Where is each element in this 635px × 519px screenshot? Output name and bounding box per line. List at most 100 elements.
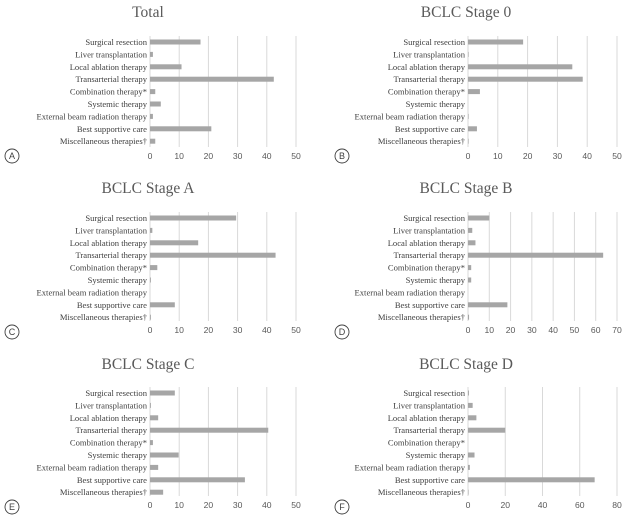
category-label: Miscellaneous therapies†	[60, 136, 148, 146]
category-label: Transarterial therapy	[393, 74, 465, 84]
bar	[468, 477, 595, 483]
x-tick-label: 20	[204, 500, 214, 510]
x-tick-label: 30	[233, 500, 243, 510]
category-label: Liver transplantation	[393, 400, 466, 410]
x-tick-label: 0	[466, 151, 471, 161]
bar	[150, 314, 151, 320]
x-tick-label: 70	[612, 325, 622, 335]
bar	[468, 402, 473, 408]
category-label: Local ablation therapy	[388, 62, 466, 72]
category-label: External beam radiation therapy	[37, 111, 148, 121]
category-label: Liver transplantation	[75, 225, 148, 235]
category-label: Systemic therapy	[88, 450, 148, 460]
bar	[468, 51, 469, 57]
chart-title: BCLC Stage D	[419, 356, 513, 373]
bar	[150, 64, 182, 70]
x-tick-label: 50	[612, 151, 622, 161]
panel-letter: B	[339, 151, 345, 161]
category-label: Best supportive care	[77, 300, 147, 310]
bar	[468, 39, 524, 45]
category-label: Systemic therapy	[88, 99, 148, 109]
bar	[468, 277, 472, 283]
category-label: Best supportive care	[395, 475, 465, 485]
category-label: Surgical resection	[85, 388, 147, 398]
category-label: Local ablation therapy	[388, 238, 466, 248]
bar	[468, 252, 604, 258]
bar	[468, 113, 469, 119]
panel-letter: C	[9, 327, 16, 337]
bar	[468, 427, 506, 433]
category-label: Best supportive care	[395, 124, 465, 134]
panel-letter-circle	[334, 499, 350, 515]
bar	[150, 252, 276, 258]
bar	[468, 227, 473, 233]
x-tick-label: 20	[204, 151, 214, 161]
chart-title: BCLC Stage 0	[421, 4, 512, 21]
x-tick-label: 80	[612, 500, 622, 510]
x-tick-label: 50	[570, 325, 580, 335]
category-label: External beam radiation therapy	[37, 287, 148, 297]
x-tick-label: 40	[262, 325, 272, 335]
chart-title: BCLC Stage B	[419, 180, 512, 197]
category-label: Combination therapy*	[388, 87, 465, 97]
bar	[150, 302, 175, 308]
panel-letter-circle	[334, 148, 350, 164]
x-tick-label: 40	[548, 325, 558, 335]
category-label: Systemic therapy	[406, 275, 466, 285]
bar	[150, 227, 153, 233]
chart-panel-a: Total 0 10 20 30 40 50 Surgical resection Liver …	[4, 4, 301, 164]
bar	[150, 464, 159, 470]
category-label: Best supportive care	[395, 300, 465, 310]
category-label: Transarterial therapy	[75, 425, 147, 435]
category-label: External beam radiation therapy	[37, 462, 148, 472]
category-label: External beam radiation therapy	[355, 111, 466, 121]
bar	[150, 265, 158, 271]
x-tick-label: 30	[527, 325, 537, 335]
category-label: Miscellaneous therapies†	[378, 487, 466, 497]
x-tick-label: 40	[538, 500, 548, 510]
x-tick-label: 30	[233, 151, 243, 161]
bar	[150, 390, 175, 396]
category-label: Surgical resection	[403, 37, 465, 47]
chart-panel-b: BCLC Stage 0 0 10 20 30 40 50 Surgical resectio…	[334, 4, 622, 164]
category-label: Local ablation therapy	[70, 413, 148, 423]
x-tick-label: 10	[174, 325, 184, 335]
x-tick-label: 0	[148, 500, 153, 510]
bar	[468, 240, 476, 246]
category-label: Local ablation therapy	[70, 238, 148, 248]
panel-letter-circle	[4, 499, 20, 515]
category-label: Best supportive care	[77, 475, 147, 485]
x-tick-label: 50	[291, 325, 301, 335]
x-tick-label: 10	[174, 500, 184, 510]
bar	[150, 427, 269, 433]
panel-letter: D	[339, 327, 346, 337]
category-label: Liver transplantation	[75, 400, 148, 410]
x-tick-label: 60	[575, 500, 585, 510]
x-tick-label: 30	[553, 151, 563, 161]
bar	[468, 126, 477, 132]
category-label: External beam radiation therapy	[355, 462, 466, 472]
bar	[150, 477, 245, 483]
bar	[150, 489, 164, 495]
category-label: Transarterial therapy	[393, 425, 465, 435]
x-tick-label: 0	[148, 325, 153, 335]
x-tick-label: 0	[466, 325, 471, 335]
bar	[150, 126, 212, 132]
x-tick-label: 0	[466, 500, 471, 510]
bar	[150, 215, 237, 221]
category-label: Miscellaneous therapies†	[60, 487, 148, 497]
bar	[468, 314, 470, 320]
bar	[468, 464, 470, 470]
bar	[468, 489, 469, 495]
category-label: Liver transplantation	[393, 49, 466, 59]
x-tick-label: 0	[148, 151, 153, 161]
bar	[468, 452, 475, 458]
category-label: Miscellaneous therapies†	[60, 312, 148, 322]
category-label: Combination therapy*	[388, 263, 465, 273]
bar	[468, 64, 573, 70]
panel-letter-circle	[4, 148, 20, 164]
chart-panel-f: BCLC Stage D 0 20 40 60 80 Surgical resection L…	[334, 356, 622, 515]
x-tick-label: 20	[500, 500, 510, 510]
chart-title: Total	[132, 4, 164, 21]
